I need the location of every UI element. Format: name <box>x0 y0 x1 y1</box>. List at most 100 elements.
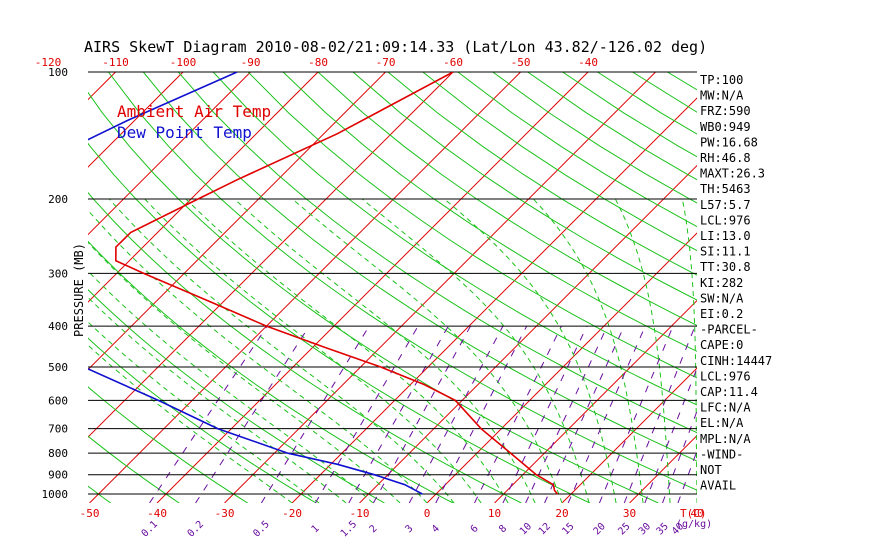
bottom-temp-unit-label: T(C) <box>680 507 707 520</box>
moist-adiabat-line <box>88 270 374 503</box>
stability-index-item: MW:N/A <box>700 89 744 103</box>
stability-index-item: LFC:N/A <box>700 401 751 415</box>
dry-adiabat-line <box>387 72 697 276</box>
top-temp-tick-label: -50 <box>511 56 531 69</box>
top-temp-tick-label: -60 <box>443 56 463 69</box>
stability-index-item: RH:46.8 <box>700 151 751 165</box>
isotherm-line <box>0 72 48 503</box>
mixing-ratio-tick-label: 15 <box>560 521 576 537</box>
pressure-tick-label: 400 <box>48 320 68 333</box>
mixing-ratio-line <box>260 325 370 503</box>
dry-adiabat-line <box>88 337 317 503</box>
stability-index-item: AVAIL <box>700 479 736 493</box>
mixing-ratio-line <box>677 449 697 503</box>
stability-index-item: LI:13.0 <box>700 229 751 243</box>
pressure-tick-label: 500 <box>48 361 68 374</box>
mixing-ratio-line <box>567 325 646 503</box>
mixing-ratio-unit-label: (g/kg) <box>676 519 712 530</box>
dry-adiabat-line <box>842 72 870 503</box>
stability-index-item: CAPE:0 <box>700 338 743 352</box>
mixing-ratio-line <box>525 325 608 503</box>
stability-index-item: LCL:976 <box>700 369 751 383</box>
pressure-tick-label: 600 <box>48 394 68 407</box>
isotherm-line <box>89 72 521 503</box>
stability-index-item: L57:5.7 <box>700 198 751 212</box>
bottom-temp-tick-label: 40 <box>690 507 703 520</box>
stability-index-item: -PARCEL- <box>700 323 758 337</box>
stability-index-item: MPL:N/A <box>700 432 751 446</box>
isotherm-line <box>156 72 589 503</box>
dry-adiabat-line <box>212 72 697 406</box>
pressure-tick-label: 900 <box>48 469 68 482</box>
isotherm-line <box>494 299 697 503</box>
dry-adiabat-line <box>667 72 697 91</box>
mixing-ratio-tick-label: 1 <box>310 523 322 535</box>
dry-adiabat-line <box>88 289 385 503</box>
dry-adiabat-line <box>772 72 870 503</box>
mixing-ratio-tick-label: 2 <box>368 523 380 535</box>
mixing-ratio-line <box>623 325 696 503</box>
bottom-temp-tick-label: -50 <box>80 507 100 520</box>
stability-index-item: TP:100 <box>700 73 743 87</box>
bottom-temp-tick-label: 30 <box>623 507 636 520</box>
ambient-air-temp-line <box>114 72 559 495</box>
mixing-ratio-line <box>314 325 419 503</box>
legend-dew-point-temp: Dew Point Temp <box>117 123 252 142</box>
bottom-temp-tick-label: 0 <box>424 507 431 520</box>
pressure-tick-label: 700 <box>48 423 68 436</box>
series-layer <box>88 72 559 495</box>
isobar-lines <box>88 71 697 495</box>
mixing-ratio-line <box>644 366 697 503</box>
moist-adiabat-line <box>234 198 536 503</box>
dry-adiabat-line <box>88 240 454 503</box>
mixing-ratio-tick-label: 12 <box>537 521 553 537</box>
mixing-ratio-line <box>195 325 310 503</box>
stability-index-item: NOT <box>700 463 722 477</box>
mixing-ratio-line <box>408 325 504 503</box>
pressure-tick-label: 200 <box>48 193 68 206</box>
bottom-temp-tick-label: -40 <box>147 507 167 520</box>
dry-adiabat-line <box>88 191 522 503</box>
stability-index-item: MAXT:26.3 <box>700 167 765 181</box>
dry-adiabat-line <box>527 72 697 181</box>
mixing-ratio-line <box>474 325 562 503</box>
stability-index-item: EL:N/A <box>700 416 744 430</box>
top-temp-tick-label: -120 <box>35 56 62 69</box>
dry-adiabat-line <box>317 72 697 327</box>
mixing-ratio-line <box>348 325 449 503</box>
mixing-ratio-tick-label: 35 <box>655 521 671 537</box>
top-temp-tick-label: -40 <box>578 56 598 69</box>
mixing-ratio-line <box>544 325 625 503</box>
stability-index-item: LCL:976 <box>700 213 751 227</box>
dry-adiabat-line <box>352 72 697 301</box>
plot-area <box>0 71 870 503</box>
stability-index-item: FRZ:590 <box>700 104 751 118</box>
mixing-ratio-line <box>435 325 528 503</box>
isotherm-line <box>561 367 697 503</box>
stability-index-item: TT:30.8 <box>700 260 751 274</box>
stability-index-item: -WIND- <box>700 447 743 461</box>
top-temp-tick-label: -90 <box>241 56 261 69</box>
mixing-ratio-line <box>372 325 471 503</box>
bottom-temp-tick-label: -10 <box>350 507 370 520</box>
stability-index-item: TH:5463 <box>700 182 751 196</box>
isotherm-line <box>88 72 116 101</box>
dry-adiabat-line <box>88 435 180 503</box>
mixing-ratio-line <box>662 409 697 503</box>
bottom-temp-tick-label: -30 <box>215 507 235 520</box>
mixing-ratio-tick-label: 4 <box>430 523 442 535</box>
stability-index-item: KI:282 <box>700 276 743 290</box>
moist-adiabat-line <box>533 198 644 503</box>
dry-adiabat-line <box>177 72 697 434</box>
isotherm-line <box>765 72 870 503</box>
mixing-ratio-tick-label: 20 <box>592 521 608 537</box>
pressure-tick-label: 100 <box>48 66 68 79</box>
mixing-ratio-line <box>149 325 268 503</box>
isotherm-line <box>88 72 184 168</box>
bottom-temp-tick-label: -20 <box>282 507 302 520</box>
isotherm-line <box>832 72 870 503</box>
isotherm-lines <box>0 72 870 503</box>
dry-adiabat-line <box>457 72 697 228</box>
chart-title: AIRS SkewT Diagram 2010-08-02/21:09:14.3… <box>84 38 707 56</box>
